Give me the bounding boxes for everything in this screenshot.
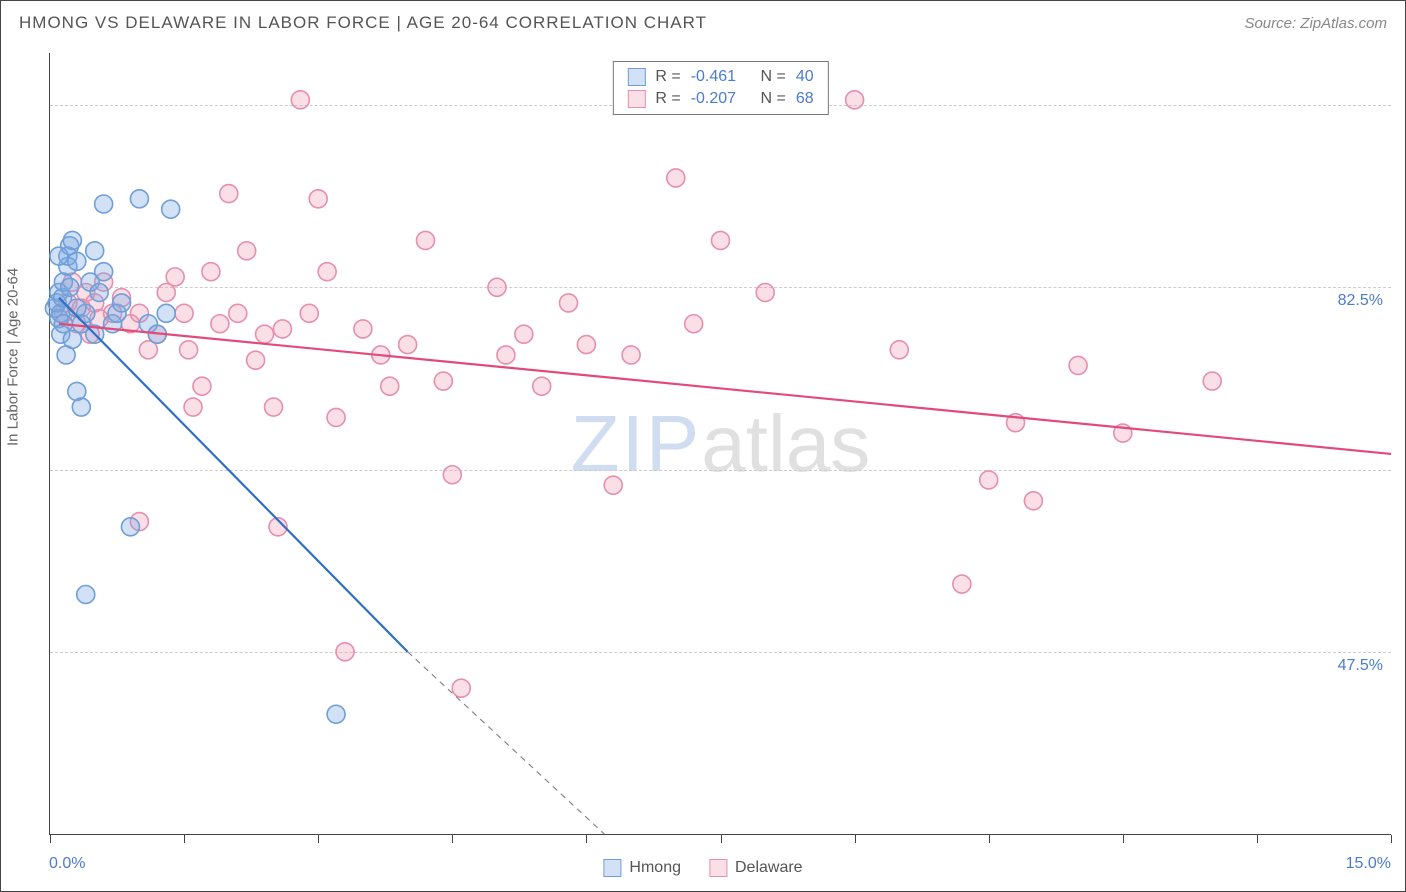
legend-row-delaware: R = -0.207 N = 68	[627, 88, 813, 110]
legend-item-hmong: Hmong	[603, 859, 681, 877]
hmong-r-value: -0.461	[691, 68, 736, 86]
n-label: N =	[761, 90, 786, 108]
x-min-label: 0.0%	[49, 855, 85, 873]
header: HMONG VS DELAWARE IN LABOR FORCE | AGE 2…	[1, 1, 1405, 45]
hmong-label: Hmong	[629, 859, 681, 877]
y-axis-title: In Labor Force | Age 20-64	[5, 268, 22, 446]
plot-area: ZIPatlas 47.5%82.5% R = -0.461 N = 40 R …	[49, 53, 1391, 835]
legend-row-hmong: R = -0.461 N = 40	[627, 66, 813, 88]
legend-item-delaware: Delaware	[709, 859, 803, 877]
r-label: R =	[655, 68, 680, 86]
scatter-svg	[50, 53, 1391, 834]
swatch-delaware-icon	[709, 859, 727, 877]
r-label: R =	[655, 90, 680, 108]
n-label: N =	[761, 68, 786, 86]
legend-correlation: R = -0.461 N = 40 R = -0.207 N = 68	[612, 61, 828, 115]
delaware-r-value: -0.207	[691, 90, 736, 108]
delaware-n-value: 68	[796, 90, 814, 108]
chart-container: HMONG VS DELAWARE IN LABOR FORCE | AGE 2…	[0, 0, 1406, 892]
swatch-hmong-icon	[603, 859, 621, 877]
x-max-label: 15.0%	[1346, 855, 1391, 873]
hmong-n-value: 40	[796, 68, 814, 86]
swatch-hmong	[627, 68, 645, 86]
source-label: Source: ZipAtlas.com	[1244, 15, 1387, 32]
legend-series: Hmong Delaware	[603, 859, 802, 877]
swatch-delaware	[627, 90, 645, 108]
delaware-label: Delaware	[735, 859, 803, 877]
chart-title: HMONG VS DELAWARE IN LABOR FORCE | AGE 2…	[19, 13, 707, 33]
